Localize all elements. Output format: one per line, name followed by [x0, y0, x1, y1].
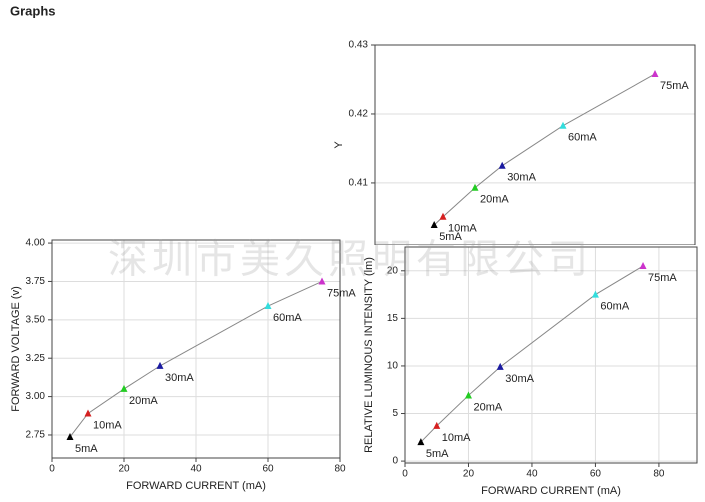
point-label: 30mA	[507, 172, 536, 184]
point	[464, 391, 472, 399]
y-tick-label: 20	[387, 265, 399, 276]
point	[496, 362, 504, 370]
point-label: 75mA	[660, 80, 689, 92]
y-tick-label: 5	[392, 408, 398, 419]
point-label: 30mA	[505, 373, 534, 385]
x-tick-label: 20	[463, 469, 475, 480]
point	[318, 277, 326, 285]
point-label: 60mA	[600, 300, 629, 312]
point	[417, 438, 425, 446]
y-tick-label: 15	[387, 313, 399, 324]
x-axis-label: FORWARD CURRENT (mA)	[481, 485, 621, 497]
point-label: 75mA	[648, 272, 677, 284]
point-label: 20mA	[129, 395, 158, 407]
x-tick-label: 60	[590, 469, 602, 480]
point	[559, 121, 567, 129]
y-tick-label: 3.75	[26, 276, 46, 287]
x-axis-label: FORWARD CURRENT (mA)	[126, 480, 266, 492]
point	[264, 302, 272, 310]
x-tick-label: 80	[653, 469, 665, 480]
point	[651, 69, 659, 77]
x-tick-label: 60	[262, 464, 274, 475]
point	[498, 161, 506, 169]
x-tick-label: 40	[190, 464, 202, 475]
watermark: 深圳市美久照明有限公司	[108, 238, 592, 282]
point-label: 10mA	[93, 419, 122, 431]
x-tick-label: 20	[118, 464, 130, 475]
point	[120, 384, 128, 392]
point-label: 10mA	[442, 432, 471, 444]
point-label: 60mA	[568, 132, 597, 144]
point	[66, 432, 74, 440]
y-tick-label: 3.25	[26, 353, 46, 364]
panel	[5, 232, 350, 500]
point-label: 5mA	[426, 448, 449, 460]
panel	[360, 35, 703, 250]
y-tick-label: 10	[387, 361, 399, 372]
point-label: 20mA	[480, 194, 509, 206]
y-tick-label: 0	[392, 456, 398, 467]
x-tick-label: 0	[49, 464, 55, 475]
point	[433, 421, 441, 429]
y-tick-label: 4.00	[26, 238, 46, 249]
point-label: 60mA	[273, 312, 302, 324]
point-label: 20mA	[473, 401, 502, 413]
y-tick-label: 3.00	[26, 391, 46, 402]
point-label: 5mA	[439, 231, 462, 243]
point-label: 10mA	[448, 223, 477, 235]
point-label: 30mA	[165, 372, 194, 384]
y-tick-label: 3.50	[26, 314, 46, 325]
heading: Graphs	[10, 3, 56, 18]
y-axis-label: RELATIVE LUMINOUS INTENSITY (lm)	[363, 257, 375, 453]
plot-frame	[51, 239, 341, 459]
y-tick-label: 0.41	[349, 178, 369, 189]
x-tick-label: 0	[402, 469, 408, 480]
point	[84, 409, 92, 417]
point	[471, 183, 479, 191]
x-tick-label: 80	[334, 464, 346, 475]
plot-frame	[404, 246, 698, 464]
point	[439, 212, 447, 220]
point	[591, 290, 599, 298]
y-tick-label: 0.42	[349, 109, 369, 120]
point-label: 75mA	[327, 287, 356, 299]
point-label: 5mA	[75, 443, 98, 455]
x-tick-label: 40	[526, 469, 538, 480]
point	[639, 262, 647, 270]
y-tick-label: 0.43	[349, 40, 369, 51]
y-axis-label: FORWARD VOLTAGE (v)	[10, 286, 22, 412]
y-axis-label: Y	[333, 141, 345, 149]
point	[156, 361, 164, 369]
point	[430, 221, 438, 228]
y-tick-label: 2.75	[26, 430, 46, 441]
series-line	[69, 280, 323, 438]
